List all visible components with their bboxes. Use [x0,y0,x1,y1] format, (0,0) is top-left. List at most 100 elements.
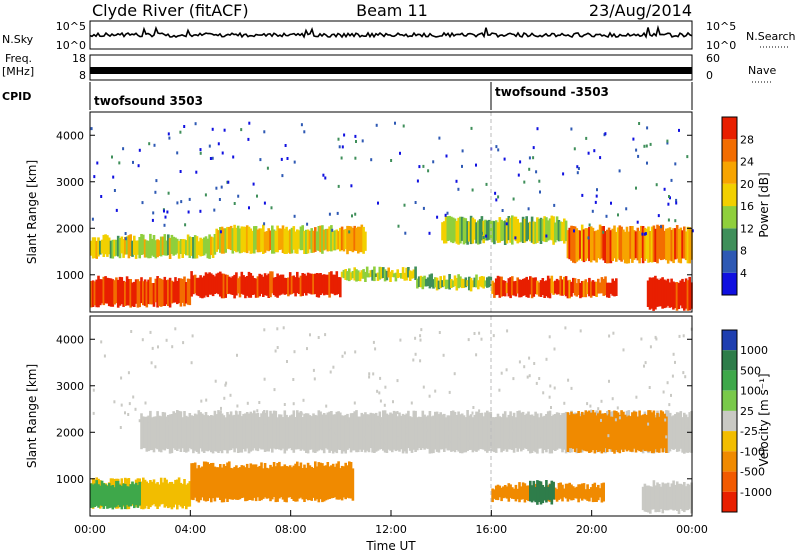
scatter-cell [265,275,269,296]
scatter-cell [550,416,554,454]
scatter-cell [150,283,154,305]
colorbar-swatch [722,330,737,351]
scatter-point [529,422,532,426]
scatter-point [511,428,514,432]
scatter-cell [310,273,313,295]
scatter-point [325,404,328,408]
scatter-point [199,148,202,152]
scatter-cell [595,281,598,297]
scatter-point [646,161,648,165]
scatter-cell [382,267,385,278]
scatter-cell [650,226,654,263]
scatter-point [675,201,678,205]
scatter-cell [448,274,451,290]
scatter-cell [265,231,269,251]
scatter-point [587,151,590,155]
scatter-cell [444,279,448,290]
scatter-cell [597,484,600,501]
scatter-cell [580,483,584,501]
scatter-point [309,333,311,337]
scatter-cell [586,411,589,452]
scatter-cell [262,276,265,297]
scatter-cell [192,415,195,454]
scatter-cell [487,412,491,451]
scatter-cell [245,412,249,449]
scatter-cell [339,227,342,252]
scatter-point [263,222,266,226]
scatter-cell [503,485,507,498]
scatter-cell [219,271,222,297]
scatter-point [132,395,135,399]
scatter-cell [115,481,118,507]
scatter-cell [245,276,249,296]
scatter-cell [575,413,579,449]
colorbar-tick-label: 100 [740,385,761,398]
scatter-cell [365,414,369,451]
scatter-cell [537,218,541,242]
scatter-point [322,173,325,177]
scatter-cell [555,489,559,502]
velocity-heatmap [90,326,693,514]
scatter-cell [181,278,184,303]
scatter-cell [181,417,184,449]
scatter-cell [557,412,561,449]
scatter-cell [606,282,609,298]
scatter-cell [140,481,143,510]
scatter-cell [459,414,462,454]
scatter-cell [674,228,677,260]
scatter-cell [403,415,407,452]
scatter-cell [446,415,450,451]
power-cbar-label: Power [dB] [757,172,771,237]
scatter-cell [335,463,339,500]
scatter-cell [557,280,561,295]
scatter-cell [548,410,552,454]
scatter-point [120,403,123,407]
scatter-cell [204,272,208,296]
scatter-cell [168,237,172,259]
scatter-cell [471,417,475,453]
scatter-cell [649,231,652,263]
scatter-cell [396,269,399,279]
scatter-cell [165,479,168,507]
scatter-cell [188,413,192,449]
scatter-cell [299,462,303,498]
scatter-cell [572,226,575,263]
x-tick-label: 12:00 [375,523,407,536]
scatter-cell [661,277,664,309]
scatter-cell [686,417,690,453]
scatter-cell [278,228,281,250]
scatter-cell [283,277,287,295]
scatter-cell [536,413,539,454]
scatter-point [150,361,153,365]
scatter-cell [546,486,550,500]
scatter-cell [262,224,265,254]
scatter-cell [615,278,618,296]
scatter-cell [453,218,457,242]
scatter-point [223,396,226,400]
scatter-cell [398,412,401,452]
scatter-cell [582,483,586,499]
scatter-cell [482,220,485,244]
scatter-cell [201,466,204,498]
scatter-cell [201,413,204,452]
scatter-cell [634,231,638,259]
scatter-cell [511,276,514,296]
scatter-cell [249,463,253,500]
scatter-cell [568,414,571,449]
cpid-label: CPID [2,90,31,103]
scatter-cell [684,486,688,511]
scatter-cell [629,416,632,452]
scatter-cell [552,414,555,451]
scatter-cell [163,412,167,451]
scatter-point [366,424,369,428]
scatter-cell [606,415,609,453]
scatter-point [472,406,475,409]
scatter-cell [602,278,605,296]
scatter-cell [426,415,430,449]
scatter-cell [505,417,509,452]
power-ylabel: Slant Range [km] [25,160,39,264]
scatter-cell [312,273,315,295]
scatter-point [636,220,639,224]
scatter-point [548,335,551,339]
scatter-cell [158,484,161,507]
